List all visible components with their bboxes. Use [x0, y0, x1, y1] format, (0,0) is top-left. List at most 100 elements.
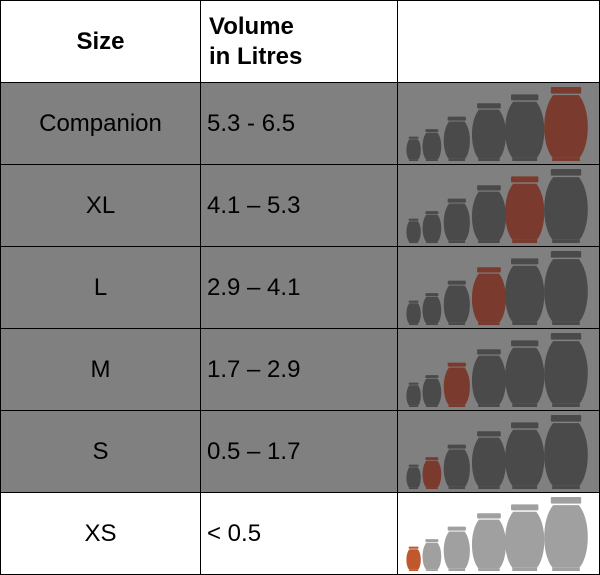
urn-icon — [422, 292, 442, 325]
urn-body — [505, 183, 545, 240]
urn-row-image — [406, 168, 588, 243]
urn-base — [409, 323, 419, 325]
urn-body — [422, 460, 442, 487]
urn-base — [478, 239, 500, 243]
urn-lid — [408, 136, 419, 139]
urn-lid — [550, 86, 582, 94]
urn-lid — [408, 300, 419, 303]
urn-body — [443, 284, 470, 323]
urn-base — [552, 156, 580, 161]
urn-icon — [471, 430, 506, 489]
image-header — [397, 0, 600, 83]
urn-base — [512, 485, 538, 489]
urn-icon — [406, 300, 421, 325]
urn-body — [422, 214, 442, 241]
urn-base — [478, 403, 500, 407]
urn-base — [552, 320, 580, 325]
urn-lid — [511, 257, 539, 264]
size-row: S 0.5 – 1.7 — [0, 410, 600, 493]
volume-header-line2: in Litres — [209, 42, 303, 70]
urn-lid — [408, 464, 419, 467]
urn-body — [443, 120, 470, 159]
urn-base — [425, 486, 438, 489]
urn-base — [448, 158, 466, 161]
urn-lid — [511, 339, 539, 346]
urn-body — [422, 542, 442, 569]
urn-icon — [471, 102, 506, 161]
urn-body — [544, 340, 588, 403]
urn-icon — [544, 332, 588, 407]
urn-body — [505, 511, 545, 568]
urn-row-image — [406, 414, 588, 489]
urn-lid — [408, 382, 419, 385]
urn-icon — [505, 175, 545, 243]
size-cell: Companion — [0, 82, 201, 165]
urn-row-image — [406, 250, 588, 325]
urn-base — [448, 240, 466, 243]
urn-lid — [447, 362, 466, 367]
urn-body — [406, 138, 421, 160]
urn-body — [471, 519, 506, 568]
urn-icon — [406, 136, 421, 161]
urn-image-cell — [397, 492, 600, 575]
urn-base — [512, 403, 538, 407]
urn-image-cell — [397, 82, 600, 165]
urn-lid — [477, 184, 501, 190]
urn-body — [406, 548, 421, 570]
urn-body — [505, 347, 545, 404]
urn-icon — [422, 456, 442, 489]
urn-base — [409, 405, 419, 407]
volume-cell: 0.5 – 1.7 — [200, 410, 398, 493]
size-row: M 1.7 – 2.9 — [0, 328, 600, 411]
urn-icon — [505, 339, 545, 407]
urn-base — [552, 566, 580, 571]
urn-base — [478, 157, 500, 161]
urn-body — [544, 258, 588, 321]
urn-icon — [544, 250, 588, 325]
urn-icon — [544, 168, 588, 243]
size-cell: XS — [0, 492, 201, 575]
urn-lid — [408, 218, 419, 221]
urn-body — [422, 132, 442, 159]
urn-icon — [422, 128, 442, 161]
urn-icon — [471, 348, 506, 407]
urn-icon — [505, 93, 545, 161]
urn-row-image — [406, 496, 588, 571]
urn-body — [443, 366, 470, 405]
urn-base — [552, 484, 580, 489]
urn-body — [505, 101, 545, 158]
urn-icon — [544, 86, 588, 161]
urn-body — [406, 220, 421, 242]
urn-body — [422, 296, 442, 323]
urn-lid — [511, 421, 539, 428]
urn-body — [406, 302, 421, 324]
urn-lid — [550, 496, 582, 504]
urn-lid — [550, 250, 582, 258]
urn-icon — [443, 444, 470, 489]
urn-base — [409, 159, 419, 161]
volume-cell: 5.3 - 6.5 — [200, 82, 398, 165]
urn-body — [471, 109, 506, 158]
urn-lid — [447, 444, 466, 449]
size-row: L 2.9 – 4.1 — [0, 246, 600, 329]
size-cell: L — [0, 246, 201, 329]
urn-image-cell — [397, 164, 600, 247]
urn-row-image — [406, 86, 588, 161]
urn-image-cell — [397, 410, 600, 493]
urn-body — [471, 355, 506, 404]
urn-icon — [443, 198, 470, 243]
urn-lid — [408, 546, 419, 549]
urn-lid — [425, 128, 439, 132]
urn-base — [409, 569, 419, 571]
urn-lid — [447, 116, 466, 121]
urn-lid — [550, 414, 582, 422]
volume-cell: 4.1 – 5.3 — [200, 164, 398, 247]
urn-lid — [477, 512, 501, 518]
urn-base — [552, 238, 580, 243]
volume-cell: < 0.5 — [200, 492, 398, 575]
urn-base — [409, 487, 419, 489]
urn-icon — [505, 503, 545, 571]
urn-lid — [511, 93, 539, 100]
size-cell: M — [0, 328, 201, 411]
